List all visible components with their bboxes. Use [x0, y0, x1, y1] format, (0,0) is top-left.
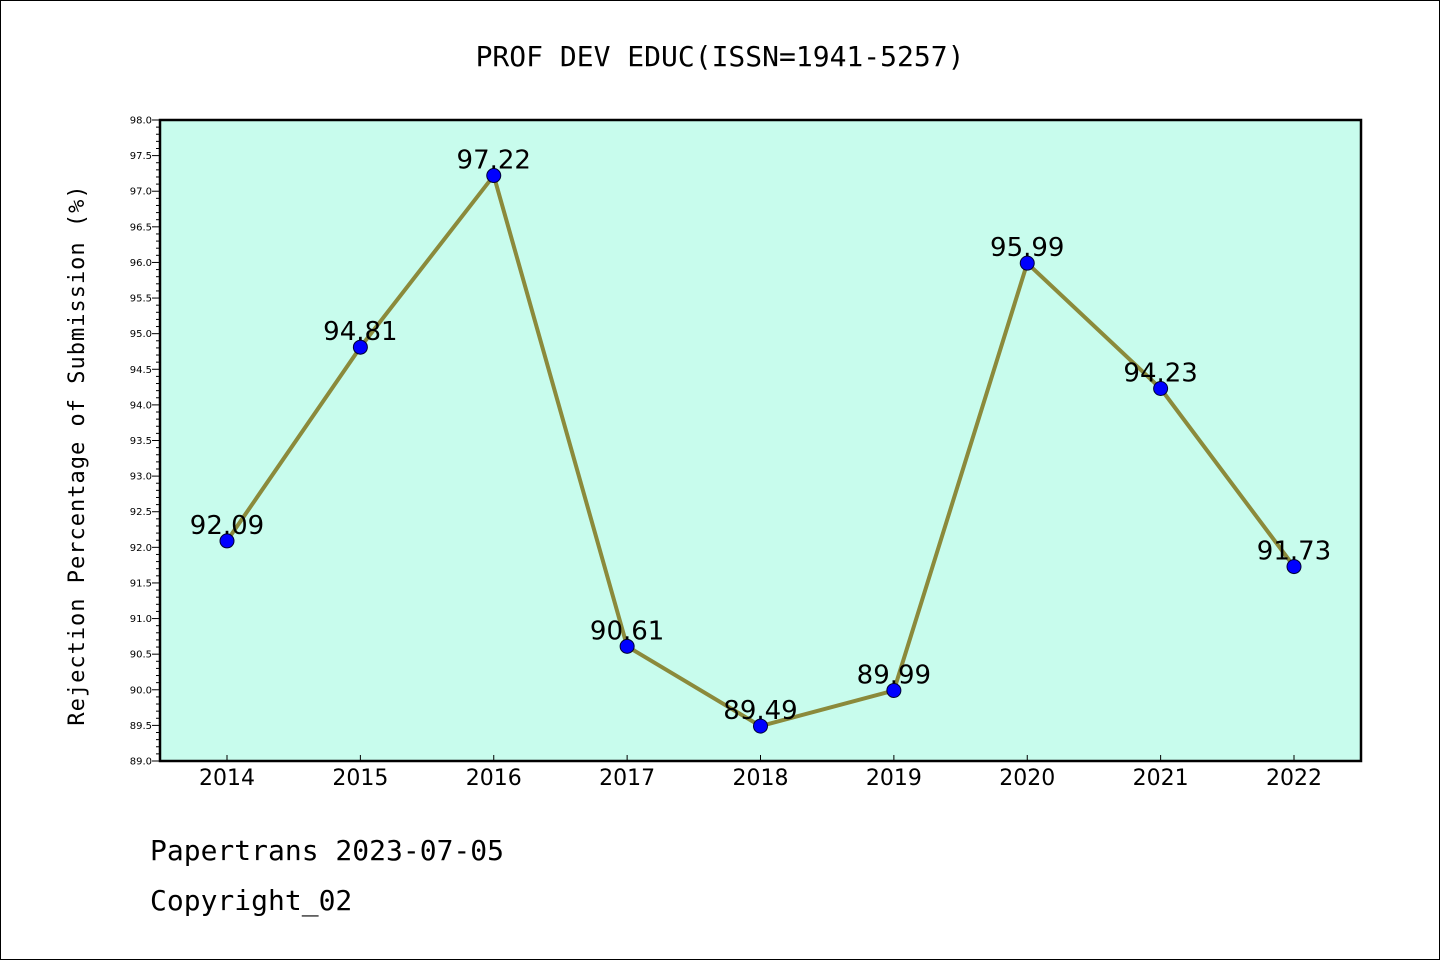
- y-tick-label: 95.5: [130, 294, 152, 305]
- y-tick-label: 95.0: [130, 329, 152, 340]
- x-tick-label: 2021: [1133, 766, 1189, 791]
- data-point: [1019, 255, 1035, 271]
- axis-ticks: 89.0 89.5 90.0 90.5 91.0 91.5 92.0 92.5 93.0 93.5…: [130, 116, 1322, 792]
- x-tick-label: 2019: [866, 766, 922, 791]
- x-tick-label: 2022: [1266, 766, 1322, 791]
- y-tick-label: 89.0: [130, 757, 152, 768]
- data-label: 90.61: [590, 616, 664, 646]
- x-tick-label: 2020: [999, 766, 1055, 791]
- y-tick-label: 90.5: [130, 650, 152, 661]
- x-tick-label: 2016: [466, 766, 522, 791]
- data-point: [219, 533, 235, 549]
- data-label: 89.99: [857, 660, 931, 690]
- data-point: [753, 718, 768, 734]
- y-tick-label: 91.5: [130, 578, 152, 589]
- data-label: 94.81: [323, 317, 397, 347]
- data-label: 92.09: [190, 511, 264, 541]
- x-tick-label: 2014: [199, 766, 255, 791]
- data-point: [1286, 559, 1302, 575]
- y-tick-label: 91.0: [130, 614, 152, 625]
- data-label: 91.73: [1257, 537, 1331, 567]
- plot-area: [158, 118, 1363, 763]
- data-label: 89.49: [723, 696, 797, 726]
- data-point: [352, 339, 368, 355]
- x-tick-label: 2018: [733, 766, 789, 791]
- data-point: [1153, 381, 1169, 397]
- y-tick-label: 96.5: [130, 222, 152, 233]
- y-tick-label: 92.0: [130, 543, 152, 554]
- footer-date: Papertrans 2023-07-05: [150, 834, 505, 867]
- y-tick-label: 97.0: [130, 187, 152, 198]
- data-label: 95.99: [990, 233, 1064, 263]
- data-point: [619, 638, 635, 654]
- y-tick-label: 93.0: [130, 472, 152, 483]
- y-tick-label: 98.0: [130, 116, 152, 127]
- chart-title: PROF DEV EDUC(ISSN=1941-5257): [476, 40, 965, 73]
- data-points: [219, 168, 1302, 734]
- data-labels: 92.09 94.81 97.22 90.61 89.49 89.99 95.99 94.23…: [190, 146, 1331, 727]
- y-tick-label: 93.5: [130, 436, 152, 447]
- x-tick-label: 2017: [599, 766, 655, 791]
- footer-copyright: Copyright_02: [150, 884, 353, 917]
- y-tick-label: 92.5: [130, 507, 152, 518]
- y-tick-label: 94.5: [130, 365, 152, 376]
- data-point: [886, 682, 902, 698]
- y-tick-label: 90.0: [130, 685, 152, 696]
- data-label: 94.23: [1123, 359, 1197, 389]
- data-label: 97.22: [457, 146, 531, 176]
- data-point: [486, 168, 502, 184]
- y-axis-label: Rejection Percentage of Submission (%): [65, 184, 90, 725]
- y-tick-label: 96.0: [130, 258, 152, 269]
- x-tick-label: 2015: [332, 766, 388, 791]
- y-tick-label: 94.0: [130, 400, 152, 411]
- y-tick-label: 89.5: [130, 721, 152, 732]
- y-tick-label: 97.5: [130, 151, 152, 162]
